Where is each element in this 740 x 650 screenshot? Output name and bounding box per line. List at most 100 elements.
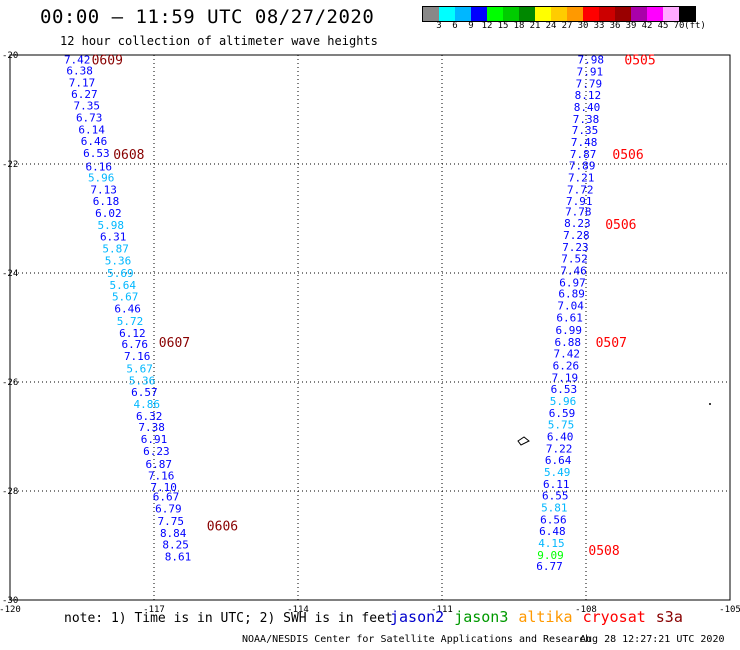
page-subtitle: 12 hour collection of altimeter wave hei…: [60, 34, 378, 48]
wave-height-value: 6.87: [146, 458, 173, 471]
colorbar-labels: 3 6 9 12 15 18 21 24 27 30 33 36 39 42 45 70 (ft): [0, 21, 740, 35]
y-tick-label: -26: [2, 378, 18, 388]
wave-height-value: 6.79: [155, 502, 182, 515]
wave-height-value: 7.89: [569, 160, 596, 173]
units-note: note: 1) Time is in UTC; 2) SWH is in fe…: [64, 611, 393, 626]
colorbar-swatch: [663, 7, 679, 21]
wave-height-value: 7.28: [563, 229, 590, 242]
wave-height-value: 9.09: [537, 549, 564, 562]
wave-height-value: 6.46: [81, 135, 108, 148]
colorbar-swatch: [455, 7, 471, 21]
wave-height-value: 6.53: [83, 147, 110, 160]
legend-item-jason2: jason2: [390, 608, 445, 626]
wave-height-value: 7.87: [570, 148, 597, 161]
wave-height-value: 7.91: [577, 65, 604, 78]
wave-height-value: 5.81: [541, 501, 568, 514]
wave-height-value: 6.89: [558, 288, 585, 301]
wave-height-value: 6.57: [131, 386, 158, 399]
wave-height-value: 5.36: [129, 374, 156, 387]
colorbar-swatch: [535, 7, 551, 21]
wave-height-value: 7.52: [561, 252, 588, 265]
pass-time-label: 0506: [612, 148, 643, 163]
wave-height-value: 5.69: [107, 267, 134, 280]
colorbar-label: 70: [673, 21, 685, 31]
wave-height-value: 7.17: [69, 76, 96, 89]
map-frame: [9, 54, 731, 601]
wave-height-value: 7.72: [567, 184, 594, 197]
colorbar-swatch: [439, 7, 455, 21]
page-title: 00:00 – 11:59 UTC 08/27/2020: [40, 6, 375, 28]
wave-height-value: 6.16: [86, 161, 113, 174]
colorbar-swatch: [599, 7, 615, 21]
colorbar-label: 9: [468, 21, 474, 31]
island-outline: [517, 436, 530, 446]
wave-height-value: 5.96: [88, 172, 115, 185]
wave-height-value: 6.48: [539, 525, 566, 538]
wave-height-value: 7.38: [138, 421, 165, 434]
wave-height-value: 7.10: [150, 481, 177, 494]
wave-height-value: 7.46: [560, 264, 587, 277]
wave-height-value: 6.59: [549, 407, 576, 420]
wave-height-value: 8.40: [574, 101, 601, 114]
pass-time-label: 0608: [113, 148, 144, 163]
x-tick-label: -108: [575, 605, 597, 615]
y-tick-label: -30: [2, 596, 18, 606]
wave-height-value: 7.75: [158, 515, 185, 528]
x-tick-label: -114: [287, 605, 309, 615]
colorbar-swatch: [631, 7, 647, 21]
wave-height-value: 6.53: [551, 383, 578, 396]
wave-height-value: 6.02: [95, 207, 122, 220]
x-tick-label: -111: [431, 605, 453, 615]
colorbar-label: 39: [625, 21, 637, 31]
colorbar-swatch: [551, 7, 567, 21]
colorbar-swatch: [647, 7, 663, 21]
wave-height-value: 6.11: [543, 478, 570, 491]
footer-credit: NOAA/NESDIS Center for Satellite Applica…: [242, 634, 592, 645]
wave-height-value: 5.75: [548, 419, 575, 432]
legend-item-s3a: s3a: [655, 608, 683, 626]
wave-height-value: 7.16: [124, 350, 151, 363]
colorbar-label: 45: [657, 21, 669, 31]
wave-height-value: 7.04: [557, 300, 584, 313]
wave-height-value: 6.88: [555, 336, 582, 349]
wave-height-value: 6.55: [542, 489, 569, 502]
wave-height-value: 5.67: [126, 362, 153, 375]
colorbar-swatch: [423, 7, 439, 21]
colorbar-label: 21: [529, 21, 541, 31]
colorbar-label: 42: [641, 21, 653, 31]
wave-height-value: 7.91: [566, 195, 593, 208]
wave-height-colorbar: [422, 6, 696, 22]
wave-height-value: 6.12: [119, 327, 146, 340]
colorbar-label: 36: [609, 21, 621, 31]
wave-height-value: 6.77: [536, 560, 563, 573]
wave-height-value: 8.25: [162, 538, 189, 551]
colorbar-label: 6: [452, 21, 458, 31]
wave-height-value: 6.61: [556, 312, 583, 325]
pass-time-label: 0506: [605, 218, 636, 233]
colorbar-label: 12: [481, 21, 493, 31]
x-tick-label: -117: [143, 605, 165, 615]
wave-height-value: 6.26: [553, 360, 580, 373]
colorbar-swatch: [567, 7, 583, 21]
wave-height-value: 6.46: [114, 302, 141, 315]
wave-height-value: 8.12: [575, 89, 602, 102]
wave-height-value: 8.61: [165, 550, 192, 563]
colorbar-label: 15: [497, 21, 509, 31]
y-tick-label: -28: [2, 487, 18, 497]
wave-height-value: 7.35: [74, 100, 101, 113]
x-tick-label: -105: [719, 605, 740, 615]
wave-height-value: 5.49: [544, 466, 571, 479]
pass-time-label: 0508: [588, 544, 619, 559]
wave-height-value: 7.22: [546, 442, 573, 455]
wave-height-value: 6.97: [559, 276, 586, 289]
wave-height-value: 7.13: [90, 184, 117, 197]
colorbar-label: 27: [561, 21, 573, 31]
wave-height-value: 6.38: [66, 64, 93, 77]
wave-height-value: 7.21: [568, 172, 595, 185]
wave-height-value: 5.64: [110, 279, 137, 292]
wave-height-value: 7.42: [64, 53, 91, 66]
wave-height-value: 6.56: [540, 513, 567, 526]
colorbar-swatch: [583, 7, 599, 21]
wave-height-value: 5.87: [102, 242, 129, 255]
